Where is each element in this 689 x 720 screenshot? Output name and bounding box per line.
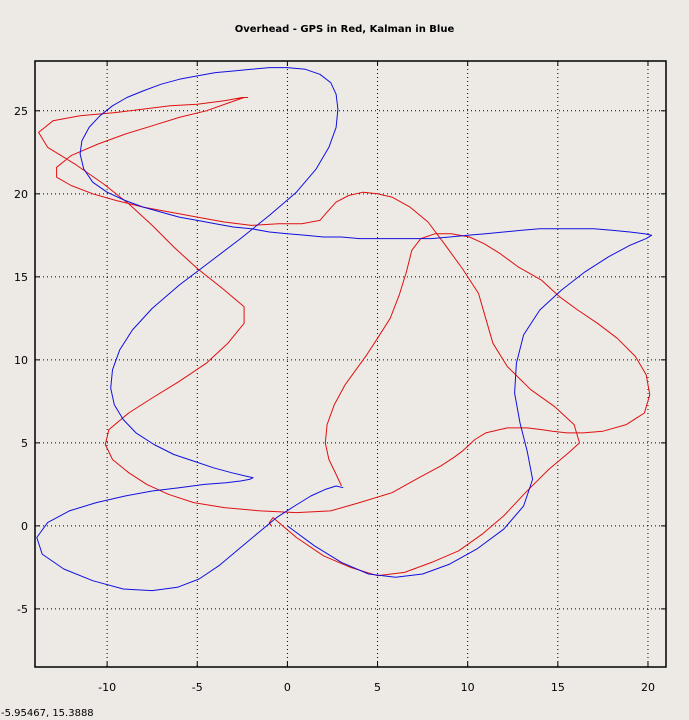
x-tick-label: -5 xyxy=(192,681,203,694)
x-tick-label: 5 xyxy=(374,681,381,694)
y-tick-label: -5 xyxy=(17,603,28,616)
y-tick-label: 10 xyxy=(14,354,28,367)
x-tick-label: 10 xyxy=(461,681,475,694)
y-tick-label: 25 xyxy=(14,105,28,118)
x-tick-label: -10 xyxy=(98,681,116,694)
x-tick-label: 20 xyxy=(641,681,655,694)
y-tick-label: 15 xyxy=(14,271,28,284)
x-tick-label: 0 xyxy=(284,681,291,694)
plot-background xyxy=(35,61,666,667)
series-line-gps xyxy=(38,97,651,577)
x-tick-label: 15 xyxy=(551,681,565,694)
cursor-coordinate-readout: -5.95467, 15.3888 xyxy=(1,708,94,719)
y-tick-label: 5 xyxy=(21,437,28,450)
series-line-kalman xyxy=(36,67,653,592)
plot-frame xyxy=(34,60,667,668)
chart-title: Overhead - GPS in Red, Kalman in Blue xyxy=(234,24,455,35)
y-tick-label: 0 xyxy=(21,520,28,533)
y-tick-label: 20 xyxy=(14,188,28,201)
